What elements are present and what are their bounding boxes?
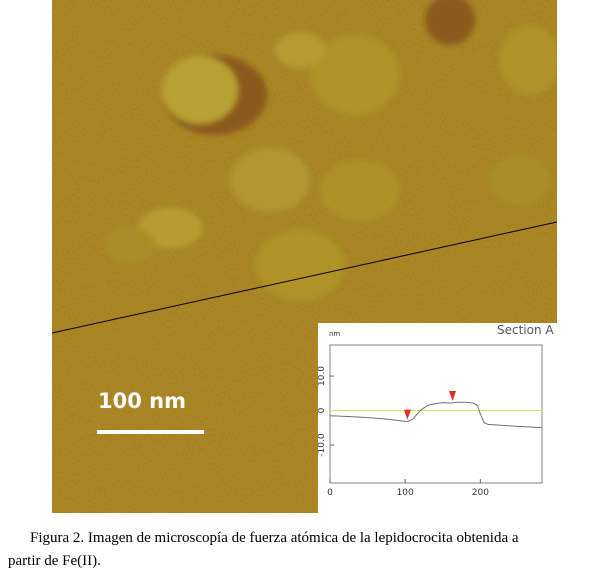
section-inset: Section A nm 0 100 200 10.0 0 -10.0	[317, 323, 557, 513]
y-axis-label: nm	[329, 330, 340, 338]
caption: Figura 2. Imagen de microscopía de fuerz…	[8, 530, 522, 569]
x-tick-label: 0	[327, 488, 333, 498]
y-tick-label: 0	[317, 407, 327, 413]
section-marker	[403, 409, 411, 420]
caption-line: Figura 2. Imagen de microscopía de fuerz…	[30, 530, 519, 546]
scale-bar	[97, 430, 204, 434]
scale-bar-label: 100 nm	[98, 389, 186, 413]
section-title: Section A	[497, 323, 554, 337]
x-tick-label: 200	[472, 488, 489, 498]
section-marker	[449, 390, 457, 401]
profile-line	[329, 401, 543, 429]
afm-image: 100 nm	[52, 0, 557, 513]
x-tick-label: 100	[397, 488, 414, 498]
y-tick-label: 10.0	[317, 366, 327, 386]
caption-line: partir de Fe(II).	[8, 553, 101, 569]
y-tick-label: -10.0	[317, 433, 327, 457]
